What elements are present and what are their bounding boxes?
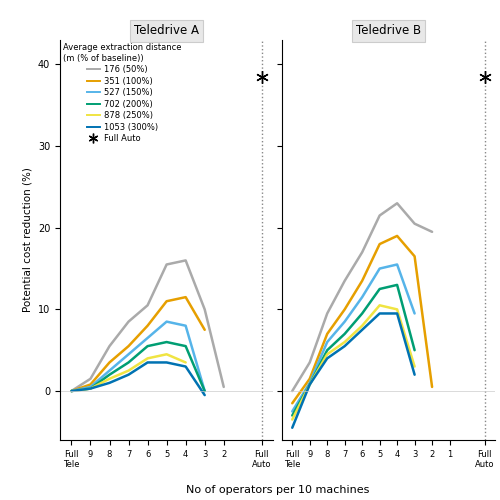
Title: Teledrive A: Teledrive A bbox=[134, 24, 199, 38]
Text: No of operators per 10 machines: No of operators per 10 machines bbox=[186, 485, 369, 495]
Y-axis label: Potential cost reduction (%): Potential cost reduction (%) bbox=[22, 168, 32, 312]
Legend: 176 (50%), 351 (100%), 527 (150%), 702 (200%), 878 (250%), 1053 (300%), Full Aut: 176 (50%), 351 (100%), 527 (150%), 702 (… bbox=[62, 42, 184, 145]
Title: Teledrive B: Teledrive B bbox=[356, 24, 421, 38]
